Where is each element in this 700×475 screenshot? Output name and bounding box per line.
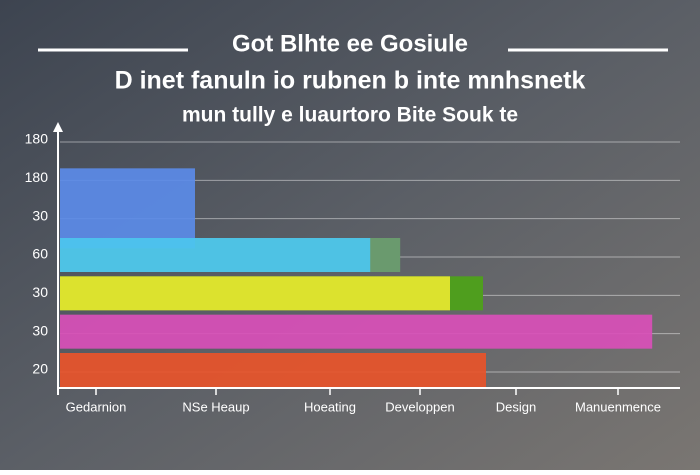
chart-subtitle: D inet fanuln io rubnen b inte mnhsnetk: [115, 67, 586, 95]
y-tick-label: 180: [25, 131, 49, 147]
x-tick-label: Gedarnion: [66, 399, 127, 414]
y-tick-label: 180: [25, 169, 49, 185]
bar: [60, 168, 195, 249]
bar: [60, 276, 450, 311]
chart-title: Got Blhte ee Gosiule: [232, 30, 468, 57]
y-tick-label: 30: [32, 322, 48, 338]
x-tick-label: Hoeating: [304, 399, 356, 414]
y-axis-arrow: [53, 122, 63, 132]
x-tick-label: Developpen: [385, 399, 454, 414]
x-tick-label: Design: [496, 399, 536, 414]
y-tick-label: 20: [32, 361, 48, 377]
x-tick-label: Manuenmence: [575, 399, 661, 414]
bar: [60, 353, 486, 387]
y-tick-label: 60: [32, 246, 48, 262]
y-tick-label: 30: [32, 207, 48, 223]
bar: [60, 314, 653, 349]
y-tick-label: 30: [32, 284, 48, 300]
bar: [60, 238, 371, 272]
x-tick-label: NSe Heaup: [182, 399, 249, 414]
chart-subtitle: mun tully e luaurtoro Bite Souk te: [182, 104, 518, 127]
